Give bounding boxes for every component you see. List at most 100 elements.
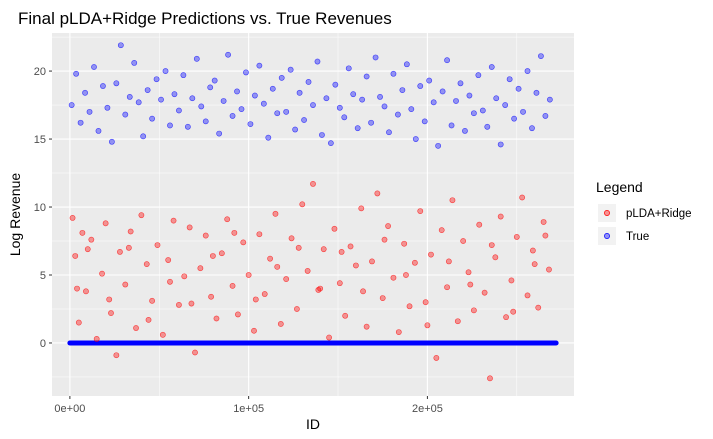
- data-point: [368, 119, 374, 126]
- data-point: [488, 64, 495, 70]
- data-point: [484, 123, 491, 130]
- data-point: [433, 355, 440, 361]
- data-point: [390, 274, 397, 281]
- data-point: [350, 91, 357, 98]
- data-point: [535, 304, 542, 311]
- data-point: [192, 349, 198, 356]
- data-point: [240, 239, 247, 246]
- data-point: [186, 224, 193, 231]
- data-point: [390, 70, 397, 77]
- y-tick-label: 10: [34, 202, 46, 214]
- data-point: [274, 110, 281, 117]
- data-point: [274, 263, 281, 270]
- data-point: [438, 227, 445, 234]
- data-point: [83, 288, 89, 295]
- data-point: [310, 181, 316, 187]
- data-point: [381, 236, 388, 243]
- legend-label: pLDA+Ridge: [626, 208, 692, 220]
- data-point: [426, 77, 433, 84]
- data-point: [465, 269, 472, 276]
- data-point: [260, 100, 267, 107]
- data-point: [213, 315, 220, 322]
- data-point: [445, 258, 452, 265]
- data-point: [283, 276, 290, 282]
- data-point: [338, 248, 345, 255]
- data-point: [269, 85, 276, 92]
- data-point: [117, 248, 123, 255]
- data-point: [82, 89, 88, 96]
- data-point: [439, 88, 446, 95]
- data-point: [143, 261, 150, 268]
- data-point: [488, 242, 495, 248]
- data-point: [149, 297, 156, 304]
- data-point: [449, 197, 456, 204]
- data-point: [448, 122, 455, 129]
- data-point: [171, 91, 178, 98]
- data-point: [100, 83, 106, 89]
- data-point: [283, 108, 290, 115]
- data-point: [292, 126, 299, 133]
- data-point: [144, 87, 151, 94]
- data-point: [295, 244, 302, 251]
- data-point: [140, 133, 147, 140]
- data-point: [428, 251, 434, 258]
- data-point: [310, 102, 316, 108]
- data-point: [125, 244, 132, 251]
- data-point: [135, 99, 142, 106]
- data-point: [84, 246, 91, 253]
- data-point: [492, 254, 499, 261]
- data-point: [126, 93, 133, 100]
- data-point: [435, 142, 442, 149]
- legend-key: [604, 233, 610, 239]
- data-point: [75, 319, 82, 326]
- y-axis-title: Log Revenue: [7, 173, 23, 257]
- x-tick-label: 0e+00: [54, 403, 85, 415]
- series-plda-ridge: [69, 181, 552, 382]
- data-point: [444, 284, 450, 291]
- data-point: [305, 79, 312, 85]
- data-point: [515, 85, 522, 92]
- data-point: [342, 312, 349, 319]
- x-tick-label: 1e+05: [233, 403, 264, 415]
- data-point: [218, 250, 225, 257]
- data-point: [347, 243, 354, 250]
- data-point: [460, 238, 467, 244]
- data-point: [202, 118, 209, 125]
- y-tick-label: 20: [34, 66, 46, 78]
- data-point: [278, 74, 285, 81]
- data-point: [133, 325, 139, 331]
- data-point: [202, 232, 209, 239]
- data-point: [104, 104, 111, 111]
- data-point: [326, 334, 332, 341]
- y-tick-label: 0: [40, 338, 46, 350]
- data-point: [231, 229, 238, 236]
- data-point: [369, 258, 375, 265]
- data-point: [304, 268, 311, 274]
- data-point: [421, 118, 428, 125]
- data-point: [453, 98, 459, 104]
- data-point: [360, 288, 366, 295]
- data-point: [385, 223, 391, 229]
- data-point: [372, 54, 379, 61]
- data-point: [314, 58, 321, 65]
- data-point: [497, 141, 504, 148]
- data-point: [320, 246, 327, 253]
- y-tick-label: 5: [40, 270, 46, 282]
- data-point: [323, 95, 330, 102]
- data-point: [317, 285, 324, 292]
- data-point: [277, 321, 284, 327]
- data-point: [403, 272, 409, 278]
- data-point: [113, 352, 120, 359]
- data-point: [127, 228, 134, 235]
- data-point: [181, 273, 188, 280]
- data-point: [220, 98, 227, 104]
- data-point: [386, 129, 392, 136]
- data-point: [524, 292, 531, 299]
- data-point: [197, 265, 204, 272]
- data-point: [470, 307, 477, 314]
- data-point: [430, 99, 437, 106]
- series-true: [68, 42, 553, 149]
- data-point: [412, 136, 419, 142]
- data-point: [170, 217, 177, 224]
- data-point: [401, 240, 408, 247]
